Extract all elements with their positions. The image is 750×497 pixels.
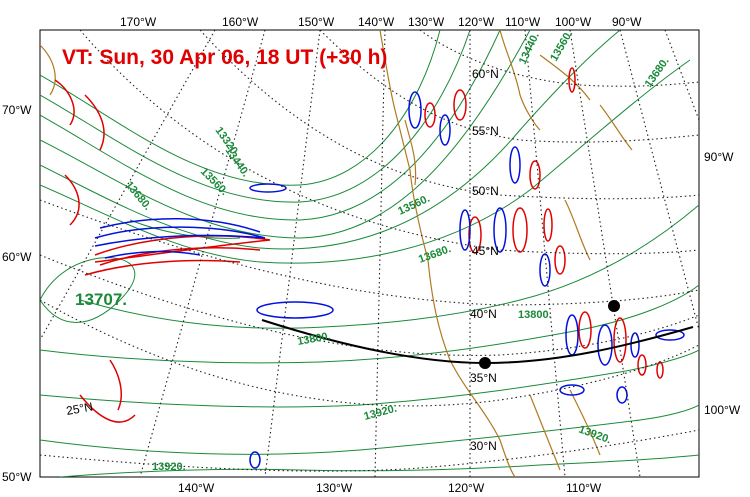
contour-label: 13800. xyxy=(518,309,552,321)
lon-label: 110°W xyxy=(566,481,602,495)
lon-label: 110°W xyxy=(505,15,541,29)
bottom-longitude-labels: 140°W 130°W 120°W 110°W xyxy=(178,481,602,495)
edge-label: 100°W xyxy=(704,403,741,417)
coastlines xyxy=(40,30,633,477)
map-plot-area: 13320. 13440. 13560. 13680. 13560. 13680… xyxy=(40,30,699,477)
lat-label: 50°N xyxy=(472,184,499,198)
edge-label: 70°W xyxy=(2,103,32,117)
right-edge-labels: 90°W 100°W xyxy=(704,150,741,417)
lon-label: 90°W xyxy=(612,15,642,29)
lat-label: 40°N xyxy=(470,307,497,321)
top-longitude-labels: 170°W 160°W 150°W 140°W 130°W 120°W 110°… xyxy=(120,15,642,29)
edge-label: 90°W xyxy=(704,150,734,164)
graticule-lines xyxy=(40,30,699,477)
cross-section-point[interactable] xyxy=(608,300,620,312)
cross-section-point[interactable] xyxy=(479,357,491,369)
latitude-labels: 60°N 55°N 50°N 45°N 40°N 35°N 30°N 25°N xyxy=(65,67,499,453)
contour-label: 13800. xyxy=(296,330,331,348)
lon-label: 160°W xyxy=(222,15,259,29)
lon-label: 140°W xyxy=(178,481,215,495)
extremum-label: 13707. xyxy=(75,290,127,309)
lon-label: 120°W xyxy=(458,15,495,29)
lon-label: 130°W xyxy=(408,15,445,29)
lon-label: 150°W xyxy=(298,15,335,29)
contour-label: 13920. xyxy=(152,461,186,473)
lat-label: 60°N xyxy=(472,67,499,81)
lat-label: 55°N xyxy=(472,124,499,138)
geopotential-height-contours xyxy=(40,30,699,477)
lat-label: 30°N xyxy=(470,439,497,453)
lon-label: 100°W xyxy=(555,15,592,29)
lat-label: 25°N xyxy=(65,400,94,418)
lon-label: 140°W xyxy=(358,15,395,29)
cross-section-line xyxy=(261,300,694,369)
lat-label: 45°N xyxy=(472,244,499,258)
positive-anomaly-contours xyxy=(54,67,664,423)
map-title: VT: Sun, 30 Apr 06, 18 UT (+30 h) xyxy=(62,46,387,69)
lon-label: 130°W xyxy=(316,481,353,495)
lon-label: 170°W xyxy=(120,15,157,29)
left-edge-labels: 70°W 60°W 50°W xyxy=(2,103,32,484)
edge-label: 50°W xyxy=(2,470,32,484)
lat-label: 35°N xyxy=(470,371,497,385)
lon-label: 120°W xyxy=(448,481,485,495)
edge-label: 60°W xyxy=(2,250,32,264)
